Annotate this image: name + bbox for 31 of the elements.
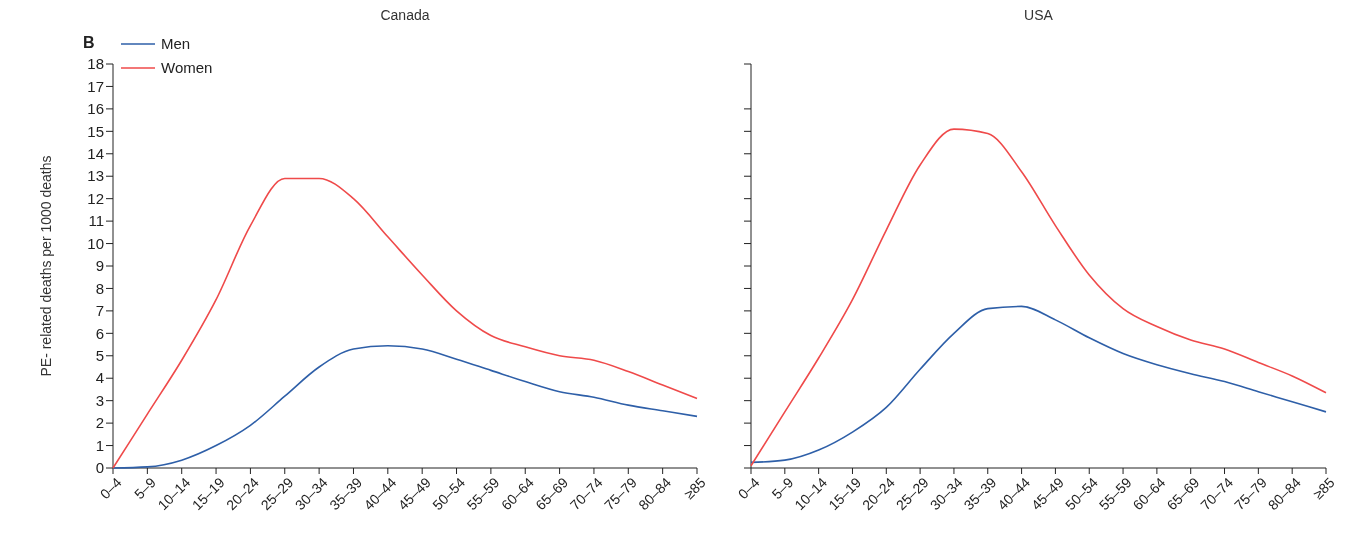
y-tick-label: 4 bbox=[95, 369, 104, 387]
y-axis-title: PE- related deaths per 1000 deaths bbox=[38, 155, 54, 377]
y-tick-label: 15 bbox=[87, 122, 104, 140]
y-tick-label: 13 bbox=[87, 167, 104, 185]
x-tick-label: 5–9 bbox=[131, 474, 160, 503]
y-tick-label: 17 bbox=[87, 77, 104, 95]
y-tick-label: 3 bbox=[95, 391, 104, 409]
x-tick-label: ≥85 bbox=[680, 474, 709, 503]
y-tick-label: 9 bbox=[95, 257, 104, 275]
y-tick-label: 16 bbox=[87, 100, 104, 118]
y-tick-label: 6 bbox=[95, 324, 104, 342]
y-tick-label: 18 bbox=[87, 55, 104, 73]
text: B bbox=[83, 34, 95, 51]
chart-title: USA bbox=[1024, 7, 1054, 23]
y-tick-label: 2 bbox=[95, 414, 104, 432]
x-tick-label: 0–4 bbox=[96, 474, 125, 503]
x-tick-label: 0–4 bbox=[734, 474, 763, 503]
x-tick-label: 5–9 bbox=[768, 474, 797, 503]
y-tick-label: 5 bbox=[95, 347, 104, 365]
x-tick-label: ≥85 bbox=[1309, 474, 1338, 503]
y-tick-label: 0 bbox=[95, 459, 104, 477]
y-tick-label: 12 bbox=[87, 189, 104, 207]
y-tick-label: 8 bbox=[95, 279, 104, 297]
y-tick-label: 7 bbox=[95, 302, 104, 320]
legend-label: Men bbox=[161, 35, 191, 53]
y-tick-label: 11 bbox=[88, 212, 104, 230]
y-tick-label: 1 bbox=[95, 436, 104, 454]
chart-title: Canada bbox=[380, 7, 430, 23]
legend-label: Women bbox=[161, 59, 213, 77]
y-tick-label: 10 bbox=[87, 234, 104, 252]
y-tick-label: 14 bbox=[87, 145, 104, 163]
